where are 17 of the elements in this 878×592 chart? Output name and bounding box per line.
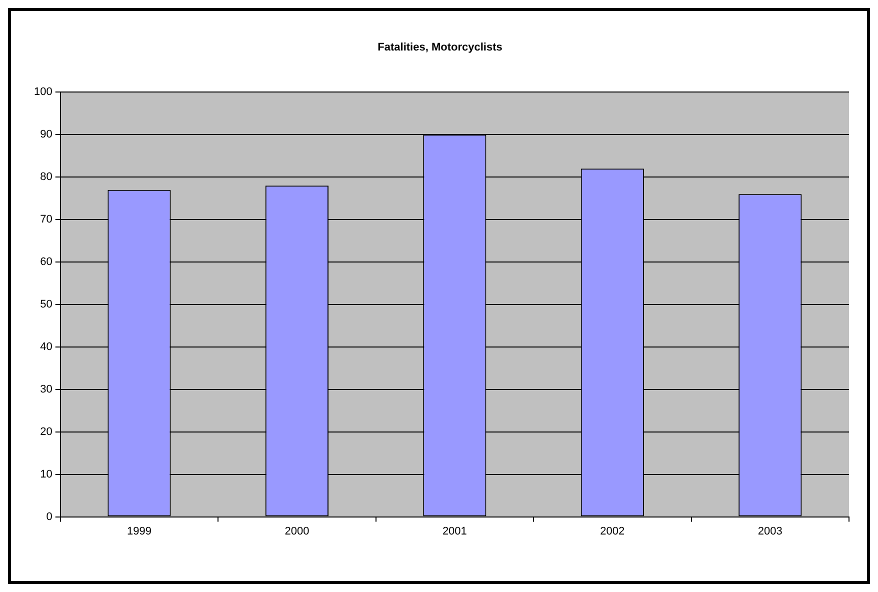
y-tick-label: 40	[40, 340, 52, 353]
x-tick-label: 2001	[442, 525, 467, 538]
y-tick-label: 60	[40, 256, 52, 268]
y-tick-label: 100	[34, 86, 52, 98]
x-tick-label: 2003	[758, 525, 782, 538]
y-tick-label: 90	[40, 128, 52, 141]
x-tick-label: 2000	[284, 525, 310, 538]
x-tick-label: 2002	[600, 525, 625, 538]
chart-title: Fatalities, Motorcyclists	[378, 42, 502, 54]
y-tick-label: 0	[46, 510, 52, 523]
y-tick-label: 10	[40, 468, 52, 480]
y-tick-label: 30	[40, 383, 52, 396]
y-tick-label: 70	[40, 214, 52, 226]
y-tick-label: 50	[40, 298, 52, 311]
y-tick-label: 80	[40, 171, 52, 184]
y-tick-label: 20	[40, 426, 52, 438]
x-tick-label: 1999	[126, 525, 152, 538]
